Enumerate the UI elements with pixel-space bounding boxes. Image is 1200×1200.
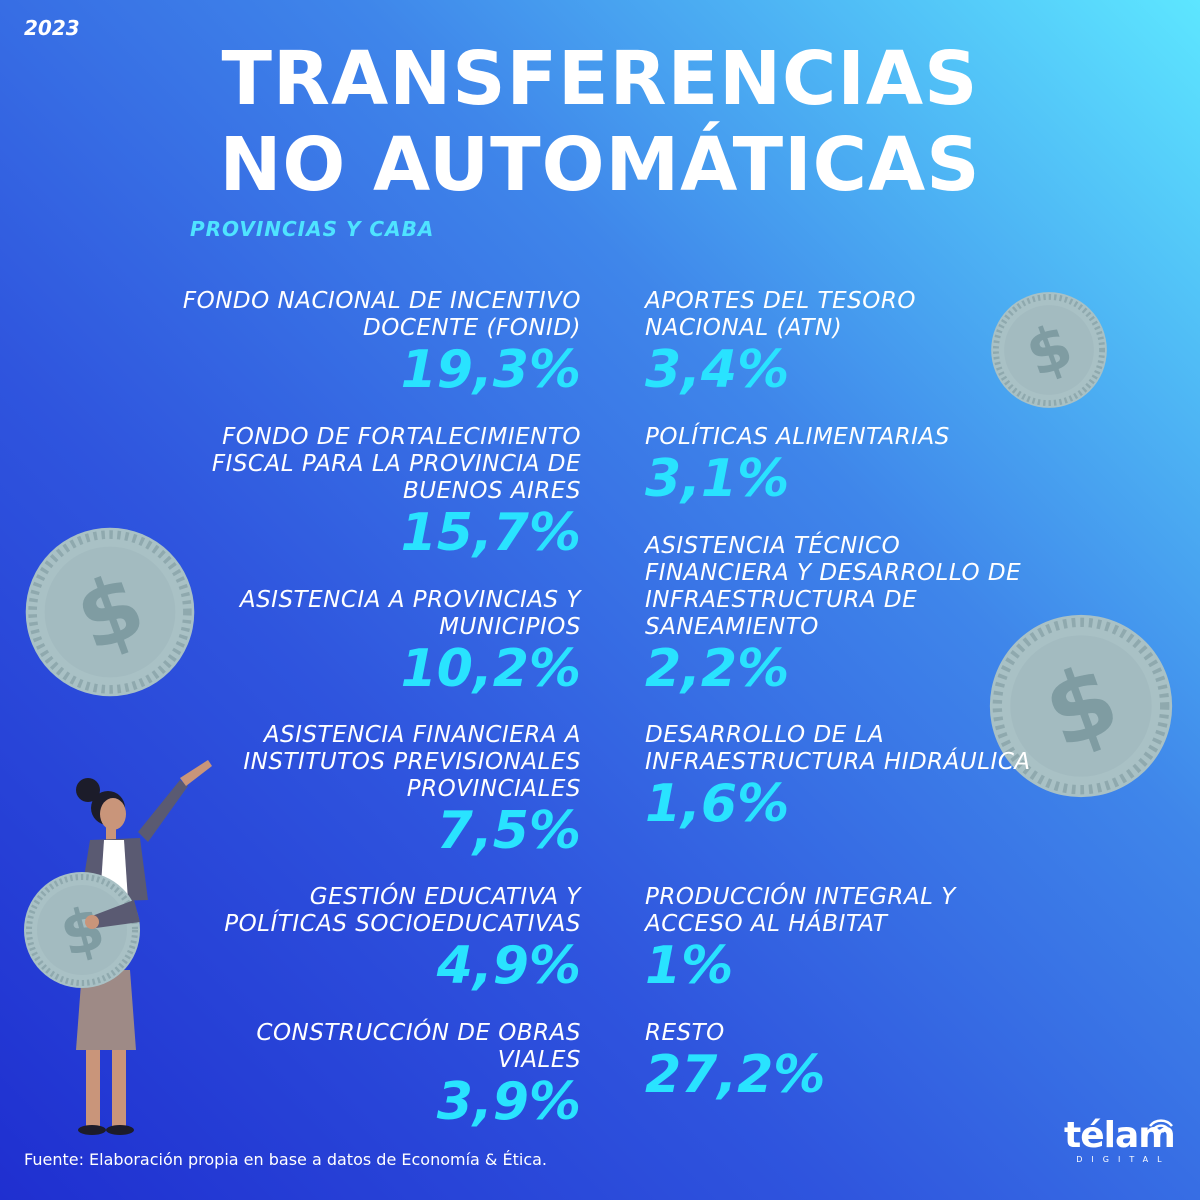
year-label: 2023 bbox=[24, 16, 80, 40]
item-value: 10,2% bbox=[400, 639, 581, 699]
item-label: PRODUCCIÓN INTEGRAL Y ACCESO AL HÁBITAT bbox=[645, 884, 956, 937]
item-value: 3,4% bbox=[645, 340, 790, 400]
item-value: 2,2% bbox=[645, 639, 790, 699]
item-gestion-educativa: GESTIÓN EDUCATIVA Y POLÍTICAS SOCIOEDUCA… bbox=[181, 884, 581, 992]
source-note: Fuente: Elaboración propia en base a dat… bbox=[24, 1150, 547, 1169]
item-fonid: FONDO NACIONAL DE INCENTIVO DOCENTE (FON… bbox=[181, 288, 581, 396]
item-label: FONDO DE FORTALECIMIENTO FISCAL PARA LA … bbox=[211, 424, 581, 504]
title-line-2: NO AUTOMÁTICAS bbox=[219, 122, 981, 208]
item-habitat: PRODUCCIÓN INTEGRAL Y ACCESO AL HÁBITAT … bbox=[645, 884, 1045, 992]
item-resto: RESTO 27,2% bbox=[645, 1020, 1045, 1101]
subtitle: PROVINCIAS Y CABA bbox=[190, 217, 435, 241]
item-obras-viales: CONSTRUCCIÓN DE OBRAS VIALES 3,9% bbox=[181, 1020, 581, 1128]
item-label: FONDO NACIONAL DE INCENTIVO DOCENTE (FON… bbox=[182, 288, 581, 341]
item-asistencia-provincias: ASISTENCIA A PROVINCIAS Y MUNICIPIOS 10,… bbox=[181, 587, 581, 695]
item-atn: APORTES DEL TESORO NACIONAL (ATN) 3,4% bbox=[645, 288, 1045, 396]
logo-word: télam bbox=[1064, 1115, 1176, 1156]
coin-icon: $ bbox=[989, 614, 1173, 798]
item-asistencia-financiera: ASISTENCIA FINANCIERA A INSTITUTOS PREVI… bbox=[181, 722, 581, 857]
item-hidraulica: DESARROLLO DE LA INFRAESTRUCTURA HIDRÁUL… bbox=[645, 722, 1045, 830]
signal-icon bbox=[1149, 1119, 1173, 1133]
item-value: 1,6% bbox=[645, 774, 790, 834]
item-fondo-fortalecimiento: FONDO DE FORTALECIMIENTO FISCAL PARA LA … bbox=[181, 424, 581, 559]
item-label: GESTIÓN EDUCATIVA Y POLÍTICAS SOCIOEDUCA… bbox=[224, 884, 581, 937]
coin-icon: $ bbox=[991, 292, 1107, 408]
item-label: CONSTRUCCIÓN DE OBRAS VIALES bbox=[256, 1020, 581, 1073]
item-value: 19,3% bbox=[400, 340, 581, 400]
item-label: ASISTENCIA A PROVINCIAS Y MUNICIPIOS bbox=[239, 587, 581, 640]
telam-logo[interactable]: télam DIGITAL bbox=[1064, 1115, 1176, 1165]
logo-sub: DIGITAL bbox=[1076, 1155, 1171, 1164]
woman-figure: $ bbox=[24, 760, 212, 1135]
item-label: RESTO bbox=[645, 1020, 725, 1046]
item-label: DESARROLLO DE LA INFRAESTRUCTURA HIDRÁUL… bbox=[645, 722, 1031, 775]
item-label: APORTES DEL TESORO NACIONAL (ATN) bbox=[645, 288, 916, 341]
item-saneamiento: ASISTENCIA TÉCNICO FINANCIERA Y DESARROL… bbox=[645, 533, 1045, 695]
item-label: ASISTENCIA TÉCNICO FINANCIERA Y DESARROL… bbox=[645, 533, 1022, 640]
item-value: 1% bbox=[645, 936, 734, 996]
item-value: 3,1% bbox=[645, 449, 790, 509]
item-value: 7,5% bbox=[436, 801, 581, 861]
item-label: ASISTENCIA FINANCIERA A INSTITUTOS PREVI… bbox=[243, 722, 581, 802]
item-value: 4,9% bbox=[436, 936, 581, 996]
item-value: 3,9% bbox=[436, 1072, 581, 1132]
coin-icon: $ bbox=[25, 527, 195, 697]
title-line-1: TRANSFERENCIAS bbox=[221, 36, 979, 122]
item-value: 27,2% bbox=[645, 1045, 826, 1105]
item-label: POLÍTICAS ALIMENTARIAS bbox=[645, 424, 950, 450]
item-value: 15,7% bbox=[400, 503, 581, 563]
item-politicas-alimentarias: POLÍTICAS ALIMENTARIAS 3,1% bbox=[645, 424, 1045, 505]
